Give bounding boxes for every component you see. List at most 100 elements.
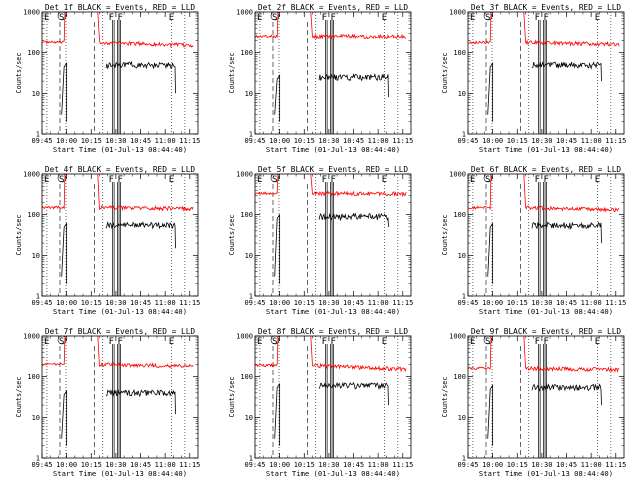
- marker-circle: [57, 11, 67, 21]
- lld-trace-post: [523, 174, 620, 213]
- y-tick-label: 1: [36, 455, 40, 463]
- events-trace-post: [531, 61, 602, 82]
- marker-letter-s: S: [59, 337, 64, 347]
- marker-circle: [270, 335, 280, 345]
- panel-det-1: Det 1f BLACK = Events, RED = LLD 1 10 100 10…: [15, 3, 200, 154]
- y-tick-label: 1: [249, 455, 253, 463]
- marker-letter-f: F: [118, 337, 123, 347]
- x-tick-label: 11:15: [392, 137, 413, 145]
- marker-letter-e: E: [44, 13, 49, 23]
- panel-title: Det 5f BLACK = Events, RED = LLD: [258, 165, 409, 174]
- x-tick-label: 09:45: [244, 461, 265, 469]
- marker-letter-e: E: [470, 337, 475, 347]
- x-tick-label: 10:15: [81, 299, 102, 307]
- marker-letter-f: F: [109, 13, 114, 23]
- lld-trace-pre: [255, 336, 279, 368]
- marker-letter-f: F: [331, 13, 336, 23]
- panel-title: Det 1f BLACK = Events, RED = LLD: [45, 3, 196, 12]
- marker-circle: [483, 335, 493, 345]
- marker-letter-s: S: [272, 175, 277, 185]
- x-tick-label: 10:30: [531, 461, 552, 469]
- marker-letter-s: S: [485, 175, 490, 185]
- x-axis-label: Start Time (01-Jul-13 08:44:40): [479, 307, 613, 316]
- x-tick-label: 10:45: [343, 137, 364, 145]
- lld-trace-pre: [255, 12, 279, 39]
- x-tick-label: 10:00: [269, 299, 290, 307]
- x-tick-label: 09:45: [244, 299, 265, 307]
- y-tick-label: 1: [462, 455, 466, 463]
- panel-title: Det 3f BLACK = Events, RED = LLD: [471, 3, 622, 12]
- events-trace-post: [531, 383, 602, 406]
- marker-letter-e: E: [257, 13, 262, 23]
- x-tick-label: 11:00: [581, 137, 602, 145]
- x-tick-label: 10:00: [56, 137, 77, 145]
- x-tick-label: 10:45: [556, 137, 577, 145]
- marker-letter-e: E: [595, 175, 600, 185]
- lld-trace-pre: [42, 12, 66, 45]
- events-trace-pre: [487, 61, 494, 122]
- marker-letter-e: E: [44, 337, 49, 347]
- marker-letter-f: F: [535, 13, 540, 23]
- x-axis-label: Start Time (01-Jul-13 08:44:40): [53, 469, 187, 478]
- x-axis-label: Start Time (01-Jul-13 08:44:40): [266, 469, 400, 478]
- y-axis-label: Counts/sec: [15, 377, 23, 418]
- x-tick-label: 10:30: [531, 299, 552, 307]
- x-tick-label: 11:00: [155, 137, 176, 145]
- y-tick-label: 100: [240, 211, 253, 219]
- marker-letter-e: E: [257, 175, 262, 185]
- y-axis-label: Counts/sec: [15, 53, 23, 94]
- x-tick-label: 11:15: [179, 461, 200, 469]
- lld-trace-pre: [468, 336, 492, 371]
- marker-letter-f: F: [118, 13, 123, 23]
- lld-trace-pre: [42, 174, 66, 210]
- plot-frame: [254, 173, 412, 297]
- x-tick-label: 10:30: [105, 299, 126, 307]
- x-tick-label: 10:15: [294, 137, 315, 145]
- events-trace-post: [105, 220, 176, 249]
- y-tick-label: 10: [32, 414, 40, 422]
- y-tick-label: 1000: [23, 333, 40, 341]
- x-tick-label: 09:45: [31, 299, 52, 307]
- panel-det-5: Det 5f BLACK = Events, RED = LLD 1 10 100 10…: [228, 165, 413, 316]
- y-axis-label: Counts/sec: [228, 377, 236, 418]
- events-trace-pre: [274, 74, 281, 122]
- x-tick-label: 09:45: [31, 137, 52, 145]
- y-tick-label: 10: [245, 90, 253, 98]
- marker-letter-f: F: [331, 175, 336, 185]
- events-trace-pre: [487, 222, 494, 284]
- marker-letter-f: F: [322, 337, 327, 347]
- y-tick-label: 1: [249, 293, 253, 301]
- y-tick-label: 10: [32, 252, 40, 260]
- x-tick-label: 10:15: [507, 299, 528, 307]
- events-trace-post: [318, 212, 389, 227]
- events-trace-pre: [61, 222, 68, 284]
- events-trace-pre: [61, 61, 68, 122]
- events-trace-pre: [274, 213, 281, 284]
- lld-trace-pre: [468, 12, 492, 45]
- marker-letter-f: F: [544, 13, 549, 23]
- x-tick-label: 10:00: [482, 299, 503, 307]
- x-tick-label: 11:15: [605, 461, 626, 469]
- events-trace-post: [105, 60, 176, 94]
- lld-trace-post: [310, 12, 407, 40]
- x-tick-label: 10:00: [482, 137, 503, 145]
- lld-trace-post: [97, 174, 194, 212]
- y-tick-label: 1: [36, 293, 40, 301]
- x-tick-label: 10:15: [294, 299, 315, 307]
- panel-det-8: Det 8f BLACK = Events, RED = LLD 1 10 100 10…: [228, 327, 413, 478]
- lld-trace-post: [523, 12, 620, 47]
- y-tick-label: 10: [458, 252, 466, 260]
- marker-letter-f: F: [322, 175, 327, 185]
- marker-letter-s: S: [272, 337, 277, 347]
- x-axis-label: Start Time (01-Jul-13 08:44:40): [53, 307, 187, 316]
- x-tick-label: 11:00: [368, 461, 389, 469]
- x-tick-label: 10:30: [318, 137, 339, 145]
- x-tick-label: 10:15: [294, 461, 315, 469]
- x-tick-label: 11:15: [605, 299, 626, 307]
- marker-letter-f: F: [535, 175, 540, 185]
- y-tick-label: 100: [240, 49, 253, 57]
- y-tick-label: 1000: [449, 9, 466, 17]
- x-tick-label: 11:15: [392, 461, 413, 469]
- marker-letter-e: E: [470, 175, 475, 185]
